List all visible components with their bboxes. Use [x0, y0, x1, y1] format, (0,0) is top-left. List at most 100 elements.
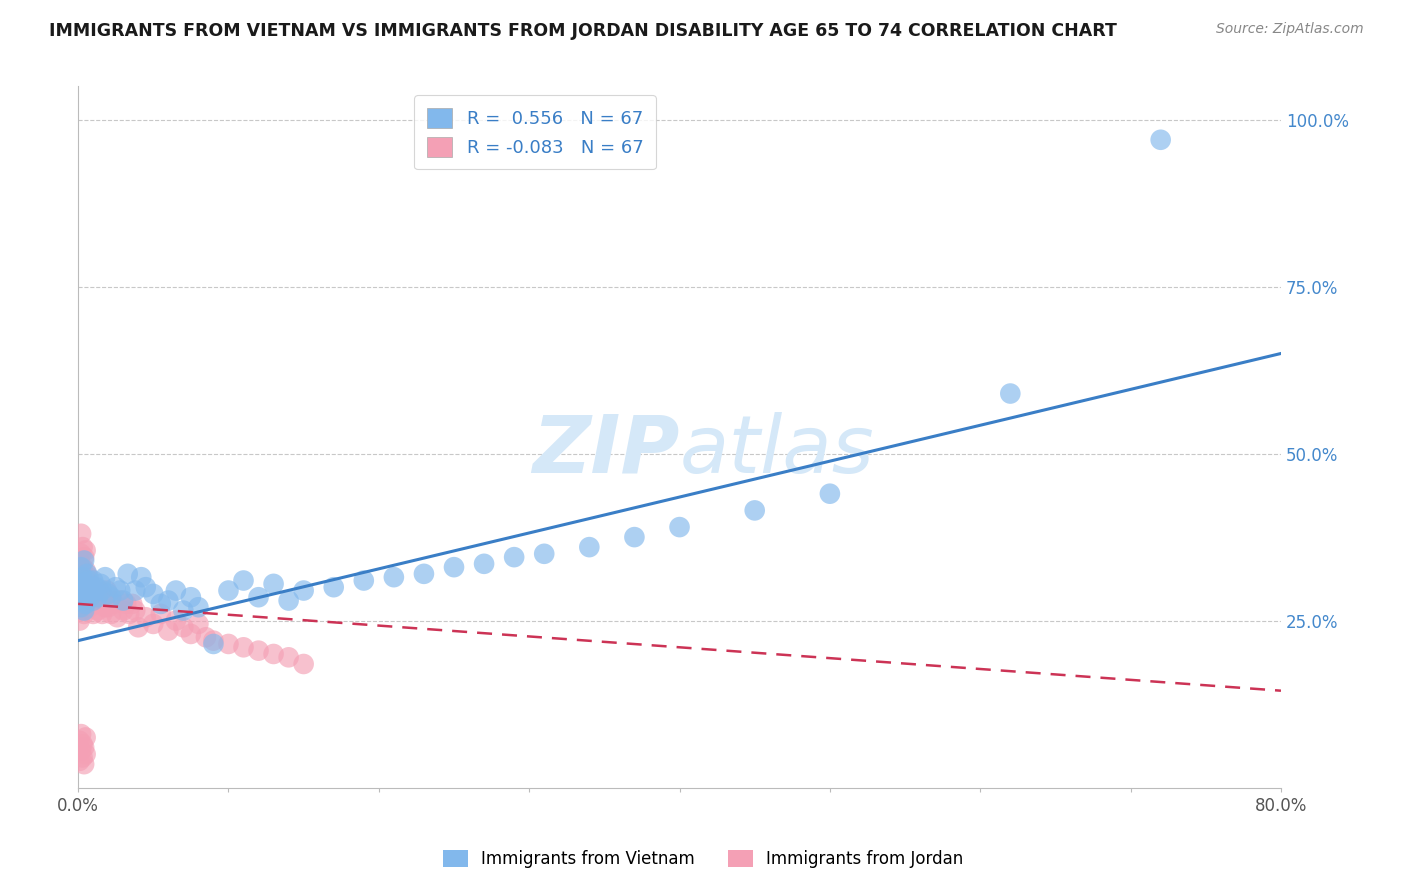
Point [75, 597, 97, 611]
Point [70, 600, 93, 615]
Point [75, 731, 97, 745]
Point [75, 747, 97, 761]
Point [73, 550, 96, 565]
Point [75, 580, 97, 594]
Point [79, 577, 101, 591]
Point [115, 597, 138, 611]
Point [86, 591, 108, 605]
Point [69, 591, 91, 605]
Point [77, 574, 100, 588]
Point [165, 614, 187, 628]
Point [129, 570, 152, 584]
Point [668, 520, 690, 534]
Point [75, 564, 97, 578]
Point [75, 543, 97, 558]
Point [70, 547, 93, 561]
Point [353, 574, 375, 588]
Point [79, 580, 101, 594]
Point [76, 566, 98, 581]
Point [100, 591, 122, 605]
Point [172, 603, 194, 617]
Point [83, 583, 105, 598]
Point [112, 603, 135, 617]
Point [142, 587, 165, 601]
Point [232, 640, 254, 655]
Point [247, 591, 270, 605]
Point [69, 553, 91, 567]
Point [97, 587, 120, 601]
Point [413, 566, 436, 581]
Point [172, 620, 194, 634]
Point [97, 600, 120, 615]
Point [263, 577, 285, 591]
Point [818, 486, 841, 500]
Point [180, 627, 202, 641]
Point [105, 610, 128, 624]
Point [79, 600, 101, 615]
Point [82, 583, 104, 598]
Point [157, 593, 180, 607]
Point [135, 610, 157, 624]
Text: atlas: atlas [679, 412, 875, 490]
Point [69, 754, 91, 768]
Point [73, 740, 96, 755]
Point [322, 580, 344, 594]
Point [70, 727, 93, 741]
Point [121, 597, 143, 611]
Point [247, 643, 270, 657]
Point [232, 574, 254, 588]
Point [69, 733, 91, 747]
Point [382, 570, 405, 584]
Point [96, 583, 118, 598]
Point [91, 607, 114, 621]
Point [94, 570, 117, 584]
Point [75, 591, 97, 605]
Point [194, 630, 217, 644]
Point [104, 580, 127, 594]
Point [72, 540, 94, 554]
Point [202, 637, 225, 651]
Point [103, 597, 125, 611]
Point [70, 603, 93, 617]
Point [73, 577, 96, 591]
Point [75, 580, 97, 594]
Point [94, 600, 117, 615]
Point [124, 603, 146, 617]
Point [90, 597, 112, 611]
Point [69, 574, 91, 588]
Point [73, 574, 96, 588]
Point [443, 560, 465, 574]
Point [277, 650, 299, 665]
Point [277, 593, 299, 607]
Point [263, 647, 285, 661]
Point [77, 587, 100, 601]
Point [72, 583, 94, 598]
Point [100, 607, 122, 621]
Point [70, 566, 93, 581]
Point [142, 616, 165, 631]
Point [578, 540, 600, 554]
Point [503, 550, 526, 565]
Point [623, 530, 645, 544]
Legend: R =  0.556   N = 67, R = -0.083   N = 67: R = 0.556 N = 67, R = -0.083 N = 67 [415, 95, 657, 169]
Point [72, 560, 94, 574]
Point [69, 593, 91, 607]
Point [472, 557, 495, 571]
Point [89, 583, 111, 598]
Point [292, 583, 315, 598]
Point [69, 614, 91, 628]
Point [533, 547, 555, 561]
Point [110, 583, 132, 598]
Point [91, 583, 114, 598]
Point [80, 583, 103, 598]
Point [70, 560, 93, 574]
Point [72, 580, 94, 594]
Point [1000, 386, 1022, 401]
Point [187, 616, 209, 631]
Point [72, 593, 94, 607]
Point [76, 600, 98, 615]
Point [70, 744, 93, 758]
Point [1150, 133, 1173, 147]
Legend: Immigrants from Vietnam, Immigrants from Jordan: Immigrants from Vietnam, Immigrants from… [436, 843, 970, 875]
Point [82, 593, 104, 607]
